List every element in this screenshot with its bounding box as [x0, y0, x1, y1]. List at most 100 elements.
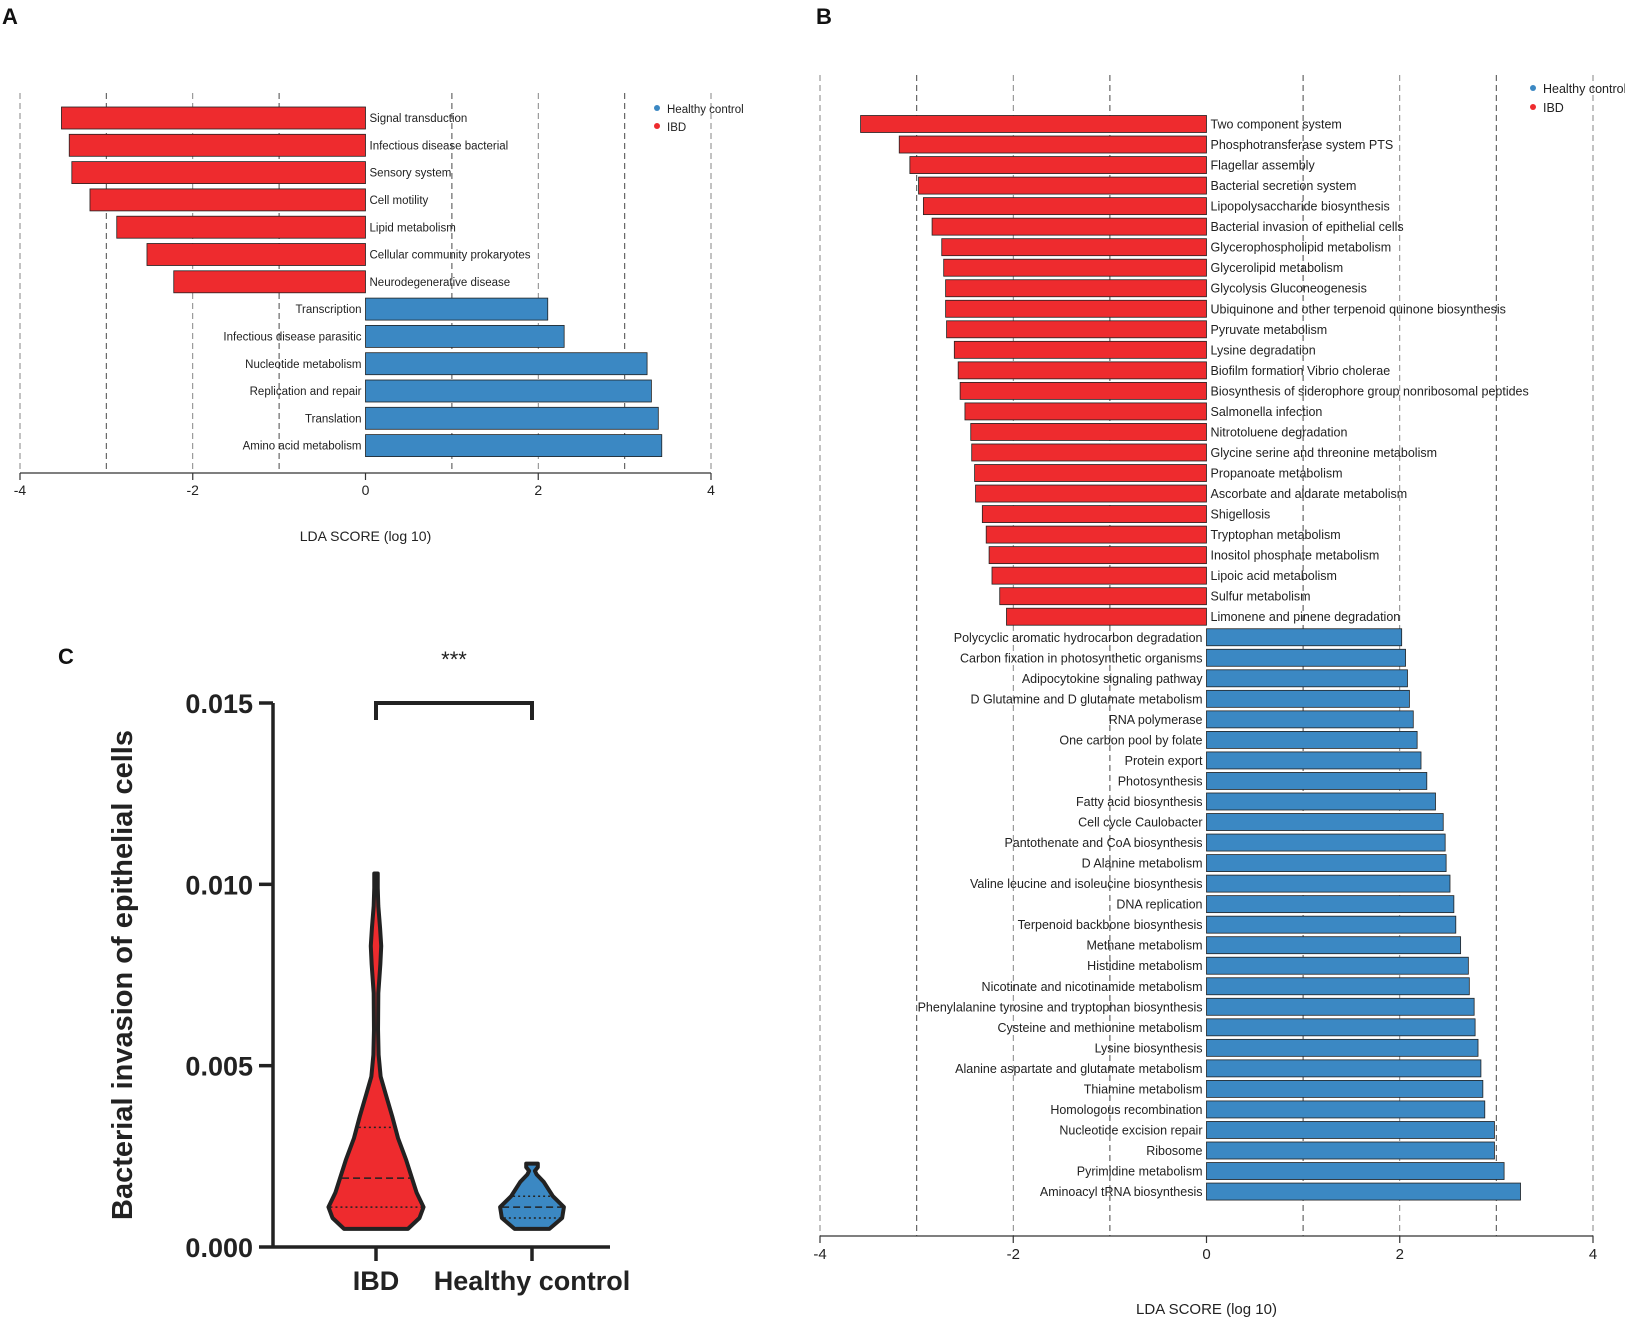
bar-label: Limonene and pinene degradation	[1211, 610, 1401, 624]
bar-label: Phenylalanine tyrosine and tryptophan bi…	[918, 1000, 1203, 1014]
bar-label: Polycyclic aromatic hydrocarbon degradat…	[954, 631, 1203, 645]
x-tick-label: -4	[813, 1246, 826, 1263]
bar-protein-export	[1206, 751, 1422, 770]
bar-aminoacyl-trna-biosynthesis	[1206, 1182, 1521, 1201]
bar-label: Sensory system	[370, 168, 452, 180]
bar-label: Glycerolipid metabolism	[1211, 261, 1344, 275]
bar-lipopolysaccharide-biosynthesis	[922, 197, 1207, 216]
bar-rna-polymerase	[1206, 710, 1414, 729]
bar-label: Sulfur metabolism	[1211, 590, 1311, 604]
bar-label: Cell motility	[370, 195, 429, 207]
bar-neurodegenerative-disease	[173, 270, 366, 294]
bar-label: Pyrimidine metabolism	[1077, 1165, 1203, 1179]
bar-cell-cycle-caulobacter	[1206, 813, 1444, 831]
bar-infectious-disease-bacterial	[68, 133, 366, 157]
bar-amino-acid-metabolism	[365, 434, 663, 458]
bar-label: Pyruvate metabolism	[1211, 323, 1328, 337]
bar-label: Lysine biosynthesis	[1095, 1041, 1203, 1055]
bar-label: Glycolysis Gluconeogenesis	[1211, 282, 1367, 296]
bar-label: Nicotinate and nicotinamide metabolism	[982, 980, 1203, 994]
legend-label: Healthy control	[667, 104, 744, 116]
x-tick-label: 2	[534, 482, 542, 498]
bar-cellular-community-prokaryotes	[146, 243, 366, 266]
bar-nicotinate-and-nicotinamide-metabolism	[1206, 977, 1470, 996]
legend-marker	[1530, 104, 1536, 110]
bar-label: Lipopolysaccharide biosynthesis	[1211, 200, 1390, 214]
y-tick-label: 0.000	[185, 1233, 253, 1263]
bar-label: Cellular community prokaryotes	[370, 250, 531, 262]
x-tick-label: 0	[362, 482, 370, 498]
bar-pantothenate-and-coa-biosynthesis	[1206, 833, 1446, 852]
bar-translation	[365, 406, 659, 430]
bar-valine-leucine-and-isoleucine-biosynthesis	[1206, 874, 1451, 893]
bar-fatty-acid-biosynthesis	[1206, 792, 1436, 811]
bar-lipid-metabolism	[116, 215, 366, 239]
bar-label: Ubiquinone and other terpenoid quinone b…	[1211, 302, 1506, 316]
panel-label-c: C	[58, 644, 74, 669]
bar-cysteine-and-methionine-metabolism	[1206, 1018, 1476, 1037]
lda-chart-a: Signal transduction Infectious disease ba…	[14, 93, 744, 544]
significance-bracket	[374, 701, 534, 720]
bar-glycerolipid-metabolism	[943, 258, 1207, 277]
bar-label: Homologous recombination	[1050, 1103, 1202, 1117]
bar-label: Thiamine metabolism	[1084, 1082, 1203, 1096]
bar-photosynthesis	[1206, 772, 1428, 790]
bar-ubiquinone-and-other-terpenoid-quinone-biosynthesis	[945, 299, 1207, 318]
bar-label: Lysine degradation	[1211, 343, 1316, 357]
bar-lysine-degradation	[953, 340, 1207, 359]
bar-label: Two component system	[1211, 118, 1342, 132]
bar-flagellar-assembly	[909, 156, 1207, 174]
legend-label: IBD	[667, 122, 686, 134]
bar-label: Signal transduction	[370, 113, 468, 125]
bar-lysine-biosynthesis	[1206, 1038, 1479, 1057]
bar-propanoate-metabolism	[974, 464, 1207, 482]
bar-label: Valine leucine and isoleucine biosynthes…	[970, 877, 1203, 891]
bar-label: Methane metabolism	[1086, 939, 1202, 953]
bar-label: D Glutamine and D glutamate metabolism	[970, 692, 1202, 706]
bar-label: Amino acid metabolism	[243, 441, 362, 453]
bar-methane-metabolism	[1206, 936, 1462, 955]
legend-marker	[1530, 85, 1536, 91]
bar-label: D Alanine metabolism	[1082, 857, 1203, 871]
bar-label: Ribosome	[1146, 1144, 1202, 1158]
bar-label: Ascorbate and aldarate metabolism	[1211, 487, 1408, 501]
bar-label: Glycerophospholipid metabolism	[1211, 241, 1392, 255]
bar-thiamine-metabolism	[1206, 1080, 1484, 1098]
bar-infectious-disease-parasitic	[365, 324, 565, 348]
bar-label: One carbon pool by folate	[1059, 733, 1202, 747]
bar-label: Protein export	[1125, 754, 1203, 768]
bar-nucleotide-excision-repair	[1206, 1121, 1495, 1139]
bar-label: Bacterial invasion of epithelial cells	[1211, 220, 1404, 234]
bar-label: Alanine aspartate and glutamate metaboli…	[955, 1062, 1202, 1076]
bar-alanine-aspartate-and-glutamate-metabolism	[1206, 1059, 1482, 1078]
bar-label: Salmonella infection	[1211, 405, 1323, 419]
bar-label: Lipoic acid metabolism	[1211, 569, 1337, 583]
bar-label: Fatty acid biosynthesis	[1076, 795, 1202, 809]
bar-phenylalanine-tyrosine-and-tryptophan-biosynthesis	[1206, 997, 1475, 1016]
bar-inositol-phosphate-metabolism	[988, 546, 1207, 565]
bar-label: Bacterial secretion system	[1211, 179, 1357, 193]
significance-stars: ***	[441, 647, 467, 672]
x-axis-title: LDA SCORE (log 10)	[300, 528, 432, 544]
bar-pyrimidine-metabolism	[1206, 1162, 1505, 1180]
x-tick-label: -2	[1007, 1246, 1020, 1263]
x-tick-label: 2	[1396, 1246, 1404, 1263]
bar-label: Phosphotransferase system PTS	[1211, 138, 1394, 152]
bar-biosynthesis-of-siderophore-group-nonribosomal-peptides	[959, 381, 1207, 400]
legend-marker	[654, 105, 660, 111]
bar-label: Shigellosis	[1211, 508, 1271, 522]
bar-tryptophan-metabolism	[985, 525, 1207, 544]
bar-label: DNA replication	[1116, 898, 1202, 912]
bar-one-carbon-pool-by-folate	[1206, 731, 1418, 749]
bar-d-glutamine-and-d-glutamate-metabolism	[1206, 689, 1410, 708]
bar-label: Glycine serine and threonine metabolism	[1211, 446, 1438, 460]
y-tick-label: 0.010	[185, 870, 253, 900]
violin-chart-c: 0.000 0.005 0.010 0.015 Bacterial invasion o…	[107, 647, 630, 1296]
x-tick-label: -2	[187, 482, 200, 498]
bar-bacterial-invasion-of-epithelial-cells	[931, 217, 1207, 236]
bar-label: Histidine metabolism	[1087, 959, 1202, 973]
panel-label-a: A	[2, 4, 18, 29]
bar-histidine-metabolism	[1206, 956, 1469, 975]
x-tick-label: 4	[1589, 1246, 1597, 1263]
bar-label: RNA polymerase	[1109, 713, 1203, 727]
